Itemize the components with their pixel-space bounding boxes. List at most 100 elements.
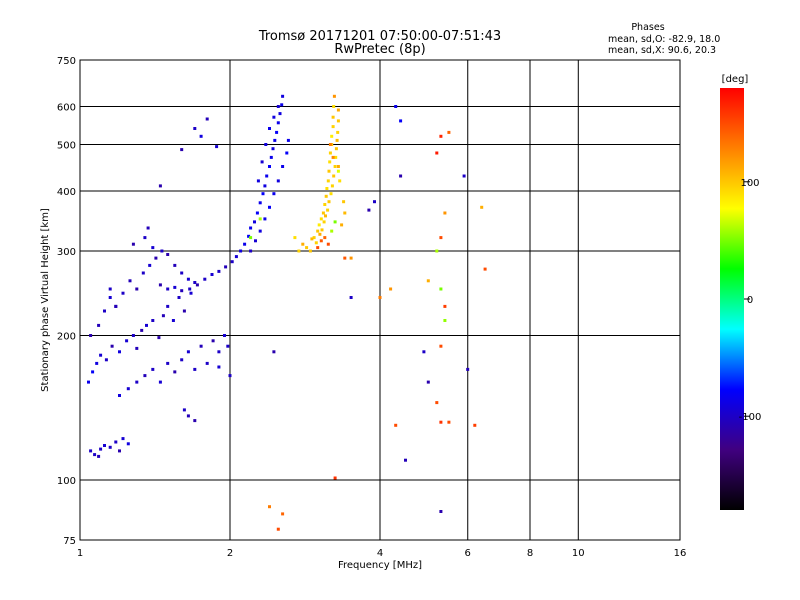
chart-title: Tromsø 20171201 07:50:00-07:51:43 [258, 29, 501, 44]
data-point [193, 281, 197, 284]
data-point [89, 334, 93, 337]
data-point [281, 165, 285, 168]
data-point [333, 476, 337, 480]
data-point [131, 242, 135, 246]
y-tick-labels: 75 100 200 300 400 500 600 750 [57, 56, 76, 547]
data-point [126, 387, 130, 391]
data-point [158, 283, 162, 287]
phases-legend-x-line: mean, sd,X: 90.6, 20.3 [608, 45, 716, 56]
data-point [443, 211, 447, 215]
data-point [331, 115, 335, 119]
data-point [473, 423, 477, 427]
data-point [263, 217, 267, 221]
data-point [404, 458, 407, 462]
y-tick-label: 300 [57, 247, 76, 258]
data-point [349, 296, 353, 299]
data-point [272, 192, 276, 196]
data-point [330, 134, 334, 138]
data-point [135, 346, 139, 350]
data-point [118, 394, 121, 397]
x-gridlines [229, 60, 579, 540]
plot-area: 1 2 4 6 8 10 16 75 100 200 300 400 500 600 750 [57, 56, 686, 559]
data-point [314, 241, 318, 245]
x-tick-label: 2 [227, 548, 233, 559]
data-point [108, 287, 112, 291]
data-point [180, 358, 184, 362]
data-point [249, 249, 253, 253]
data-point [158, 380, 162, 384]
data-point [435, 401, 439, 405]
data-point [95, 361, 99, 365]
data-point [435, 249, 439, 253]
data-point [319, 217, 323, 221]
chart-subtitle: RwPretec (8p) [334, 42, 425, 57]
data-point [301, 242, 305, 246]
data-point [271, 147, 275, 151]
data-point [158, 184, 162, 188]
data-point [254, 239, 257, 243]
data-point [335, 138, 339, 142]
data-point [268, 205, 271, 209]
data-point [121, 291, 125, 295]
data-point [394, 105, 398, 108]
data-point [325, 187, 329, 190]
data-point [268, 165, 271, 168]
data-point [166, 287, 170, 291]
data-point [281, 94, 285, 98]
data-point [276, 527, 280, 531]
data-point [99, 447, 103, 451]
data-point [439, 236, 443, 240]
data-point [151, 246, 155, 250]
data-point [324, 214, 327, 218]
data-point [211, 339, 215, 343]
data-point [93, 453, 97, 457]
data-point [336, 169, 340, 173]
data-point [255, 211, 259, 215]
y-tick-label: 400 [57, 187, 76, 198]
data-point [269, 155, 273, 159]
x-tick-label: 16 [674, 548, 687, 559]
data-point [210, 273, 214, 276]
data-point [319, 239, 323, 243]
y-tick-label: 600 [57, 103, 76, 114]
data-point [328, 160, 332, 164]
data-point [332, 94, 336, 98]
data-point [224, 265, 228, 269]
y-tick-label: 75 [63, 536, 76, 547]
data-point [321, 211, 325, 215]
data-point [226, 344, 230, 348]
data-point [378, 296, 382, 299]
data-point [126, 442, 130, 446]
data-point [173, 263, 177, 267]
data-point [297, 249, 301, 253]
data-point [166, 304, 170, 308]
data-point [261, 192, 265, 196]
data-point [317, 223, 321, 227]
data-point [331, 155, 335, 159]
data-point [256, 179, 260, 183]
data-point [338, 179, 342, 183]
data-point [439, 420, 443, 424]
data-point [399, 119, 403, 123]
data-point [140, 328, 144, 332]
data-point [171, 319, 175, 322]
data-point [323, 203, 327, 206]
data-point [281, 512, 285, 516]
data-point [264, 143, 268, 146]
data-point [326, 208, 330, 212]
data-point [316, 229, 320, 233]
data-point [426, 380, 430, 384]
data-point [180, 148, 184, 152]
data-point [483, 267, 487, 271]
data-point [193, 127, 197, 130]
data-point [234, 255, 238, 259]
data-point [118, 449, 121, 453]
data-point [333, 220, 337, 224]
data-point [253, 220, 256, 224]
data-point [435, 151, 439, 155]
data-point [260, 160, 264, 164]
phases-legend-o-line: mean, sd,O: -82.9, 18.0 [608, 34, 720, 45]
data-point [180, 271, 184, 275]
colorbar-ticks: 100 0 -100 [739, 178, 762, 423]
